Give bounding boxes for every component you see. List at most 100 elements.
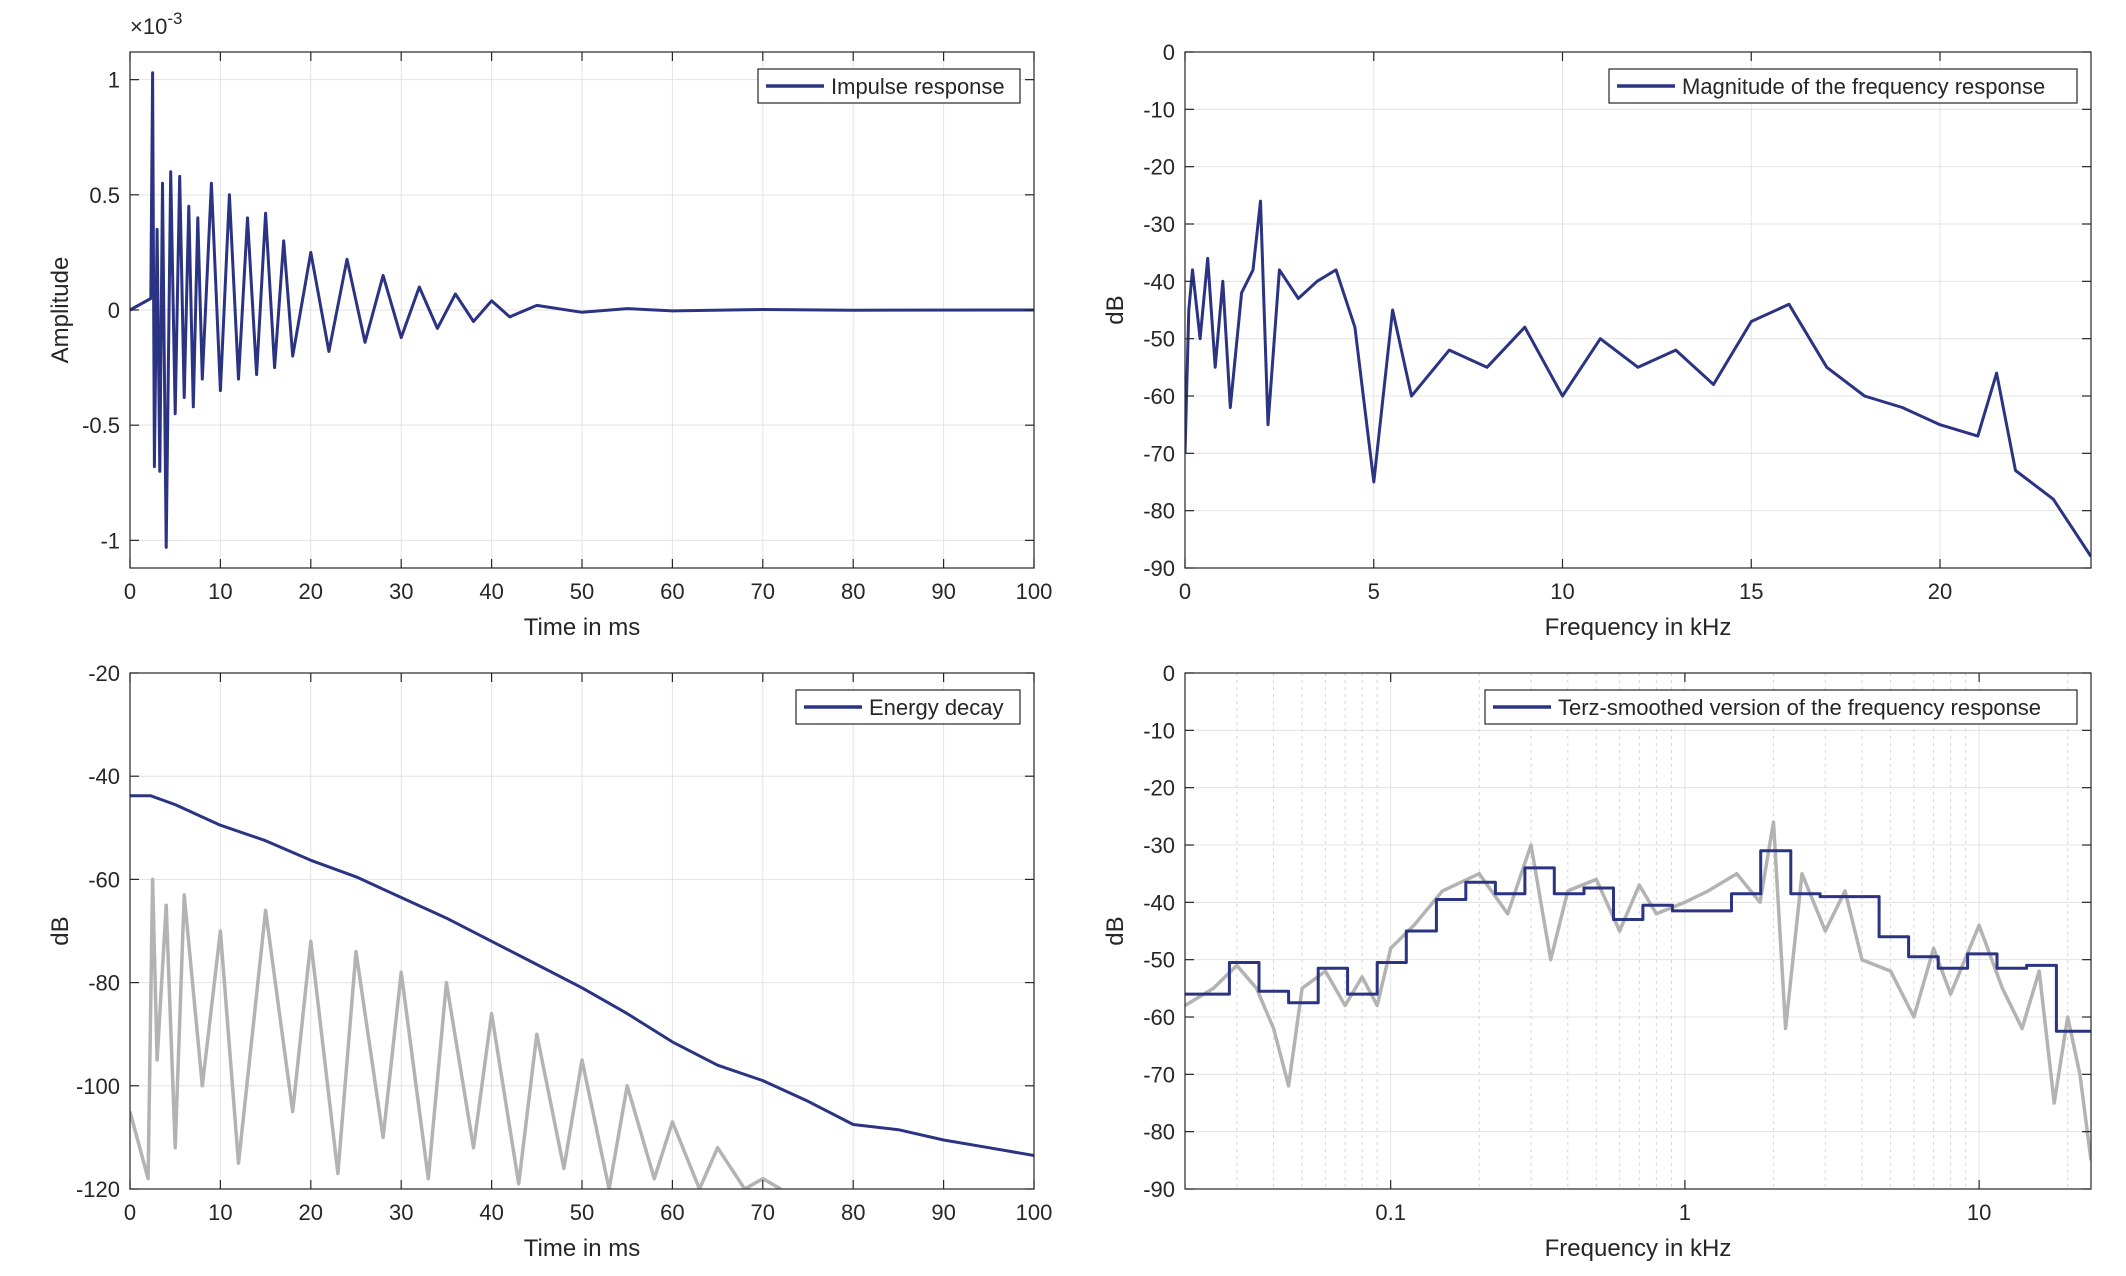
x-tick-label: 70 bbox=[751, 579, 775, 604]
axes-box bbox=[1184, 51, 2092, 569]
axes-box bbox=[1184, 672, 2092, 1190]
x-tick-label: 80 bbox=[841, 579, 865, 604]
x-tick-label: 30 bbox=[389, 1200, 413, 1225]
y-tick-label: -60 bbox=[1143, 384, 1175, 409]
y-tick-label: -30 bbox=[1143, 833, 1175, 858]
legend: Energy decay bbox=[795, 689, 1021, 725]
chart-magnitude: 0 5 10 15 20 0 -10 -20 -30 -40 -50 -60 -70 -80 -90 Freq… bbox=[1102, 40, 2092, 641]
y-tick-label: -1 bbox=[100, 528, 120, 553]
legend-label: Terz-smoothed version of the frequency r… bbox=[1558, 695, 2041, 720]
legend-label: Impulse response bbox=[831, 74, 1005, 99]
y-tick-label: -90 bbox=[1143, 1177, 1175, 1202]
y-tick-label: -40 bbox=[1143, 890, 1175, 915]
y-tick-label: -20 bbox=[88, 661, 120, 686]
y-tick-label: -20 bbox=[1143, 155, 1175, 180]
x-tick-label: 15 bbox=[1739, 579, 1763, 604]
x-axis-label: Time in ms bbox=[524, 614, 640, 641]
x-tick-label: 90 bbox=[931, 579, 955, 604]
y-tick-label: -70 bbox=[1143, 1062, 1175, 1087]
x-tick-label: 0 bbox=[1179, 579, 1191, 604]
chart-terz: 0.1 1 10 0 -10 -20 -30 -40 -50 -60 -70 -80 -90 Freque… bbox=[1102, 661, 2092, 1262]
y-tick-label: -70 bbox=[1143, 441, 1175, 466]
tick-marks bbox=[129, 672, 1035, 1190]
y-axis-label: dB bbox=[47, 916, 74, 945]
x-axis-label: Frequency in kHz bbox=[1545, 1235, 1732, 1262]
legend: Terz-smoothed version of the frequency r… bbox=[1484, 689, 2078, 725]
x-tick-label: 60 bbox=[660, 1200, 684, 1225]
series-line-main-0 bbox=[1185, 199, 2091, 558]
x-tick-label: 5 bbox=[1368, 579, 1380, 604]
x-tick-label: 10 bbox=[208, 579, 232, 604]
legend-label: Energy decay bbox=[869, 695, 1004, 720]
y-tick-label: -30 bbox=[1143, 212, 1175, 237]
x-tick-label: 100 bbox=[1016, 579, 1053, 604]
y-tick-label: -50 bbox=[1143, 327, 1175, 352]
y-tick-label: -60 bbox=[1143, 1005, 1175, 1030]
x-tick-label: 20 bbox=[299, 1200, 323, 1225]
series-line-main-0 bbox=[1185, 849, 2091, 1033]
x-tick-label: 1 bbox=[1679, 1200, 1691, 1225]
y-tick-label: -80 bbox=[88, 971, 120, 996]
chart-energy: 0 10 20 30 40 50 60 70 80 90 100 -20 -40 -60 -80 -100 -1… bbox=[47, 661, 1052, 1262]
plot-area bbox=[1185, 52, 2091, 568]
y-tick-label: -50 bbox=[1143, 948, 1175, 973]
y-axis-label: dB bbox=[1102, 295, 1129, 324]
tick-marks bbox=[1185, 672, 2091, 1190]
x-tick-label: 70 bbox=[751, 1200, 775, 1225]
y-tick-label: 1 bbox=[108, 68, 120, 93]
x-tick-label: 100 bbox=[1016, 1200, 1053, 1225]
y-exponent-base: ×10 bbox=[130, 14, 167, 39]
x-axis-label: Frequency in kHz bbox=[1545, 614, 1732, 641]
y-tick-label: -0.5 bbox=[82, 413, 120, 438]
x-tick-label: 80 bbox=[841, 1200, 865, 1225]
x-tick-label: 60 bbox=[660, 579, 684, 604]
y-axis-label: Amplitude bbox=[47, 257, 74, 364]
tick-marks bbox=[1184, 51, 2091, 569]
y-tick-label: -80 bbox=[1143, 499, 1175, 524]
x-tick-label: 90 bbox=[931, 1200, 955, 1225]
x-tick-label: 0 bbox=[124, 1200, 136, 1225]
y-tick-label: 0.5 bbox=[89, 183, 120, 208]
y-tick-label: -20 bbox=[1143, 776, 1175, 801]
y-exponent-power: -3 bbox=[167, 9, 182, 28]
y-tick-label: -120 bbox=[76, 1177, 120, 1202]
legend: Impulse response bbox=[757, 68, 1021, 104]
y-exponent-label: ×10-3 bbox=[130, 9, 182, 39]
tick-marks bbox=[129, 52, 1035, 568]
y-tick-label: -100 bbox=[76, 1074, 120, 1099]
y-tick-label: -40 bbox=[88, 764, 120, 789]
x-tick-label: 50 bbox=[570, 579, 594, 604]
series-line-main-0 bbox=[130, 794, 1034, 1157]
legend-box bbox=[1608, 68, 2078, 104]
x-tick-label: 10 bbox=[1967, 1200, 1991, 1225]
chart-impulse: 0 10 20 30 40 50 60 70 80 90 100 1 0.5 0 -0.5 -1 Time in… bbox=[47, 9, 1052, 641]
legend-label: Magnitude of the frequency response bbox=[1682, 74, 2045, 99]
series-line-reference-1 bbox=[130, 877, 782, 1189]
series-line-main-0 bbox=[130, 71, 1034, 549]
plot-area bbox=[1185, 673, 2091, 1189]
series-line-reference-1 bbox=[1185, 820, 2091, 1161]
y-tick-label: -10 bbox=[1143, 718, 1175, 743]
y-tick-label: -10 bbox=[1143, 97, 1175, 122]
y-tick-label: -90 bbox=[1143, 556, 1175, 581]
x-tick-label: 20 bbox=[299, 579, 323, 604]
legend: Magnitude of the frequency response bbox=[1608, 68, 2078, 104]
x-tick-label: 10 bbox=[208, 1200, 232, 1225]
x-tick-label: 50 bbox=[570, 1200, 594, 1225]
legend-box bbox=[1484, 689, 2078, 725]
y-tick-label: -80 bbox=[1143, 1120, 1175, 1145]
x-tick-label: 20 bbox=[1928, 579, 1952, 604]
y-tick-label: -60 bbox=[88, 867, 120, 892]
x-tick-label: 0.1 bbox=[1375, 1200, 1406, 1225]
x-tick-label: 10 bbox=[1550, 579, 1574, 604]
y-tick-label: -40 bbox=[1143, 269, 1175, 294]
x-tick-label: 40 bbox=[479, 1200, 503, 1225]
y-axis-label: dB bbox=[1102, 916, 1129, 945]
y-tick-label: 0 bbox=[1163, 661, 1175, 686]
y-tick-label: 0 bbox=[108, 298, 120, 323]
x-tick-label: 30 bbox=[389, 579, 413, 604]
x-tick-label: 40 bbox=[479, 579, 503, 604]
y-tick-label: 0 bbox=[1163, 40, 1175, 65]
x-tick-label: 0 bbox=[124, 579, 136, 604]
